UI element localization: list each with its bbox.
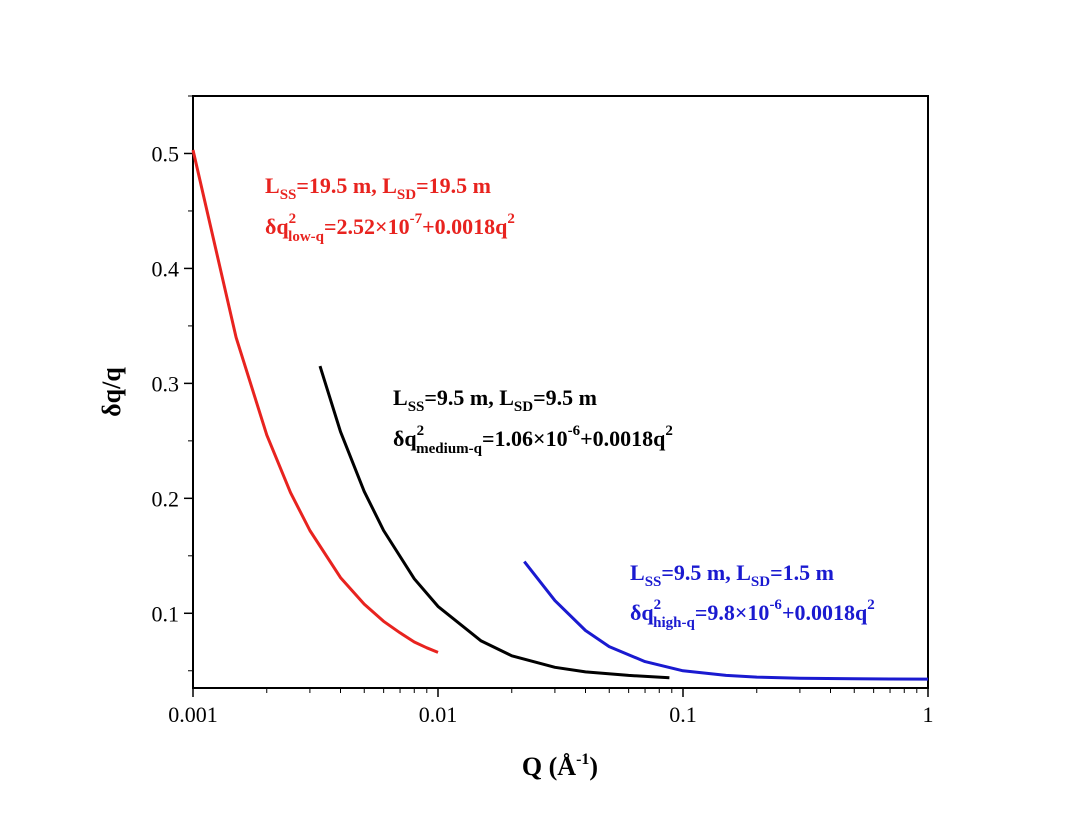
y-tick-label: 0.3 [152,371,180,396]
series-line-2 [523,560,929,681]
annotations: LSS=19.5 m, LSD=19.5 m δq2 low-q=2.52×10-7… [265,173,875,631]
annotation-formula-2: δq2 high-q=9.8×10-6+0.0018q2 [630,597,875,631]
annotation-geometry-1: LSS=9.5 m, LSD=9.5 m [393,385,597,415]
y-axis-title: δq/q [97,367,126,417]
y-tick-label: 0.4 [152,256,180,281]
x-tick-label: 0.1 [669,702,697,727]
x-tick-label: 0.001 [168,702,218,727]
annotation-formula-1: δq2 medium-q=1.06×10-6+0.0018q2 [393,423,673,457]
series-lines [191,149,929,681]
y-tick-label: 0.1 [152,601,180,626]
y-tick-label: 0.5 [152,141,180,166]
x-tick-label: 1 [923,702,934,727]
series-line-1 [318,365,670,680]
annotation-formula-0: δq2 low-q=2.52×10-7+0.0018q2 [265,211,515,245]
x-tick-label: 0.01 [419,702,458,727]
series-line-0 [191,149,439,654]
annotation-geometry-0: LSS=19.5 m, LSD=19.5 m [265,173,491,203]
annotation-geometry-2: LSS=9.5 m, LSD=1.5 m [630,560,834,590]
ticks: 0.001 0.01 0.1 1 0.1 0.2 0.3 0.4 0.5 [152,95,934,727]
x-axis-title: Q (Å-1) [522,751,598,781]
y-tick-label: 0.2 [152,486,180,511]
plot-frame [192,95,929,689]
